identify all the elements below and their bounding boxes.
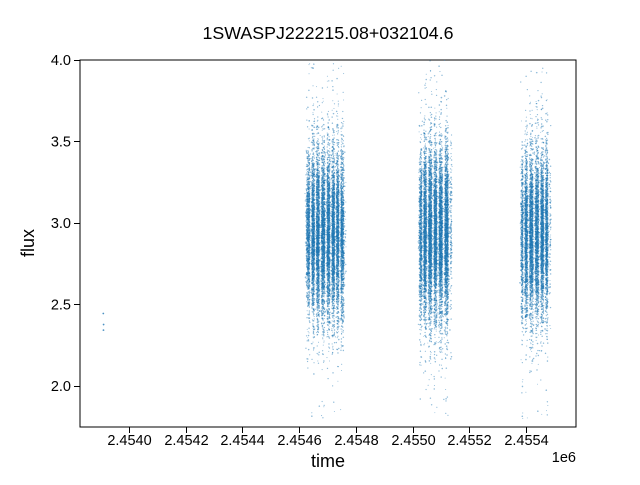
svg-text:2.4540: 2.4540 [107, 433, 151, 449]
svg-text:time: time [311, 451, 345, 471]
svg-text:2.4550: 2.4550 [391, 433, 435, 449]
svg-text:2.4552: 2.4552 [447, 433, 491, 449]
svg-text:2.4542: 2.4542 [164, 433, 208, 449]
svg-text:1SWASPJ222215.08+032104.6: 1SWASPJ222215.08+032104.6 [203, 23, 454, 43]
svg-text:2.4554: 2.4554 [504, 433, 548, 449]
svg-text:2.4544: 2.4544 [220, 433, 264, 449]
svg-text:3.5: 3.5 [51, 135, 71, 151]
svg-text:4.0: 4.0 [51, 53, 71, 69]
svg-text:3.0: 3.0 [51, 216, 71, 232]
svg-text:2.4548: 2.4548 [334, 433, 378, 449]
svg-text:2.5: 2.5 [51, 298, 71, 314]
svg-text:2.4546: 2.4546 [277, 433, 321, 449]
svg-text:1e6: 1e6 [552, 450, 576, 466]
svg-text:flux: flux [18, 229, 38, 257]
svg-text:2.0: 2.0 [51, 379, 71, 395]
